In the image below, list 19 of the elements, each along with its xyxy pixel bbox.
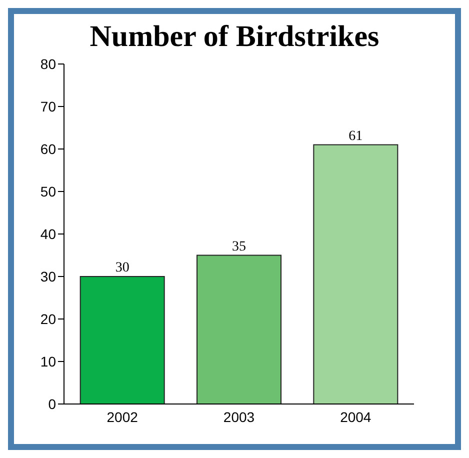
chart-title: Number of Birdstrikes <box>88 20 380 54</box>
data-label: 61 <box>348 128 363 144</box>
y-tick-label: 20 <box>40 310 56 327</box>
data-label: 35 <box>232 239 246 254</box>
y-tick-label: 80 <box>40 56 56 72</box>
y-tick-label: 0 <box>48 396 56 412</box>
bar <box>313 144 398 404</box>
y-tick-label: 70 <box>40 98 56 114</box>
bar <box>196 254 282 404</box>
x-tick-label: 2002 <box>106 408 138 425</box>
y-tick-label: 30 <box>40 268 56 284</box>
y-tick-label: 60 <box>40 140 56 157</box>
data-label: 30 <box>115 260 130 276</box>
x-tick-label: 2003 <box>223 408 255 425</box>
bar <box>80 276 165 404</box>
y-tick-label: 50 <box>40 183 56 200</box>
y-tick-label: 10 <box>40 353 56 370</box>
x-tick-label: 2004 <box>340 408 372 425</box>
y-tick-label: 40 <box>40 226 56 242</box>
